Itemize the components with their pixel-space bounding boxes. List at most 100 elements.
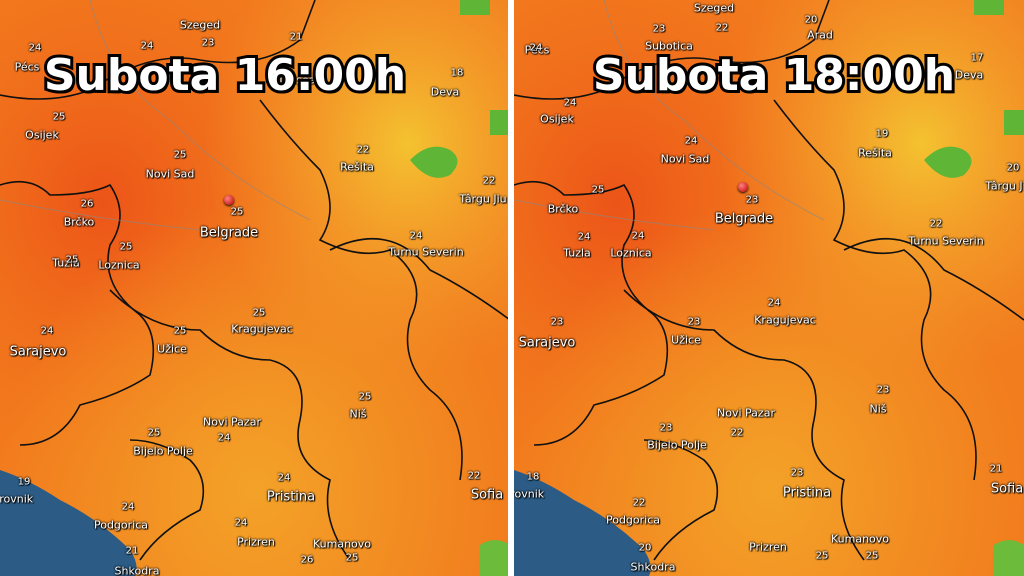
city-label: Sarajevo — [518, 335, 576, 351]
temperature-label: 24 — [28, 42, 42, 54]
city-label: Kumanovo — [312, 537, 372, 551]
city-label: Podgorica — [93, 518, 149, 532]
temperature-label: 21 — [989, 463, 1003, 475]
temperature-label: 24 — [563, 97, 577, 109]
temperature-label: 23 — [652, 23, 666, 35]
city-label: Kragujevac — [231, 322, 293, 336]
temperature-label: 24 — [631, 230, 645, 242]
city-label: Brčko — [547, 202, 579, 216]
city-label: Târgu Jiu — [985, 179, 1024, 193]
city-label: Tuzla — [563, 246, 591, 260]
city-label: Osijek — [540, 112, 574, 126]
city-label: Kragujevac — [754, 313, 816, 327]
city-label: Rešita — [858, 146, 892, 160]
temperature-label: 24 — [684, 135, 698, 147]
temperature-label: 22 — [356, 144, 370, 156]
city-label: Sofia — [990, 481, 1024, 497]
temperature-label: 22 — [929, 218, 943, 230]
city-label: Osijek — [25, 128, 59, 142]
location-pin — [224, 195, 234, 205]
temperature-label: 26 — [300, 554, 314, 566]
temperature-label: 19 — [875, 128, 889, 140]
map-background — [0, 0, 508, 576]
city-label: Novi Pazar — [203, 415, 261, 429]
temperature-label: 25 — [358, 391, 372, 403]
temperature-label: 25 — [591, 184, 605, 196]
city-label: Bijelo Polje — [647, 438, 707, 452]
city-label: Loznica — [610, 246, 652, 260]
temperature-label: 25 — [865, 550, 879, 562]
city-label: Loznica — [98, 258, 140, 272]
city-label: Târgu Jiu — [459, 192, 507, 206]
temperature-label: 24 — [121, 501, 135, 513]
temperature-label: 25 — [173, 149, 187, 161]
location-pin — [738, 182, 748, 192]
temperature-label: 26 — [80, 198, 94, 210]
city-label: Szeged — [179, 18, 221, 32]
city-label: Prizren — [749, 540, 787, 554]
temperature-label: 24 — [234, 517, 248, 529]
temperature-label: 25 — [815, 550, 829, 562]
panel-title: Subota 18:00h — [590, 47, 958, 104]
temperature-label: 21 — [125, 545, 139, 557]
temperature-label: 25 — [65, 254, 79, 266]
city-label: Arad — [807, 28, 833, 42]
temperature-label: 22 — [482, 175, 496, 187]
temperature-label: 25 — [147, 427, 161, 439]
temperature-label: 24 — [767, 297, 781, 309]
temperature-label: 23 — [745, 194, 759, 206]
city-label: Shkodra — [114, 564, 160, 576]
city-label: Sofia — [470, 487, 504, 503]
temperature-label: 25 — [119, 241, 133, 253]
city-label: Pécs — [14, 60, 40, 74]
city-label: Pristina — [266, 489, 316, 505]
temperature-label: 23 — [550, 316, 564, 328]
temperature-label: 20 — [638, 542, 652, 554]
city-label: Timișoara — [273, 73, 327, 87]
temperature-label: 18 — [450, 67, 464, 79]
map-panel: Pécs Szeged Deva Timișoara Osijek Novi Sad Reš… — [0, 0, 508, 576]
temperature-label: 22 — [715, 22, 729, 34]
city-label: Turnu Severin — [388, 245, 464, 259]
temperature-label: 22 — [730, 427, 744, 439]
temperature-label: 23 — [876, 384, 890, 396]
panel-title: Subota 16:00h — [41, 47, 409, 104]
city-label: Shkodra — [630, 560, 676, 574]
temperature-label: 24 — [529, 42, 543, 54]
temperature-label: 22 — [467, 470, 481, 482]
temperature-label: 25 — [230, 206, 244, 218]
temperature-label: 23 — [201, 37, 215, 49]
temperature-label: 18 — [526, 471, 540, 483]
city-label: Brčko — [63, 215, 95, 229]
temperature-label: 20 — [804, 14, 818, 26]
city-label: Deva — [430, 85, 460, 99]
map-panel: Pécs Szeged Subotica Arad Deva Osijek Novi Sad… — [514, 0, 1024, 576]
city-label: Belgrade — [714, 211, 774, 227]
temperature-label: 25 — [173, 325, 187, 337]
city-label: Dubrovnik — [0, 492, 34, 506]
city-label: Novi Pazar — [717, 406, 775, 420]
temperature-label: 24 — [409, 230, 423, 242]
city-label: Novi Sad — [145, 167, 195, 181]
temperature-label: 23 — [659, 422, 673, 434]
city-label: Rešita — [340, 160, 374, 174]
city-label: Turnu Severin — [908, 234, 984, 248]
temperature-label: 23 — [687, 316, 701, 328]
temperature-label: 23 — [790, 467, 804, 479]
city-label: Deva — [954, 68, 984, 82]
city-label: Pécs — [524, 43, 550, 57]
temperature-label: 21 — [289, 31, 303, 43]
temperature-label: 22 — [632, 497, 646, 509]
temperature-label: 24 — [40, 325, 54, 337]
city-label: Prizren — [237, 535, 275, 549]
temperature-label: 17 — [970, 52, 984, 64]
city-label: Sarajevo — [9, 344, 67, 360]
city-label: Podgorica — [605, 513, 661, 527]
city-label: Subotica — [645, 39, 693, 53]
temperature-label: 24 — [577, 231, 591, 243]
city-label: Niš — [869, 402, 887, 416]
map-background — [514, 0, 1024, 576]
city-label: Užice — [671, 333, 701, 347]
city-label: Szeged — [693, 1, 735, 15]
